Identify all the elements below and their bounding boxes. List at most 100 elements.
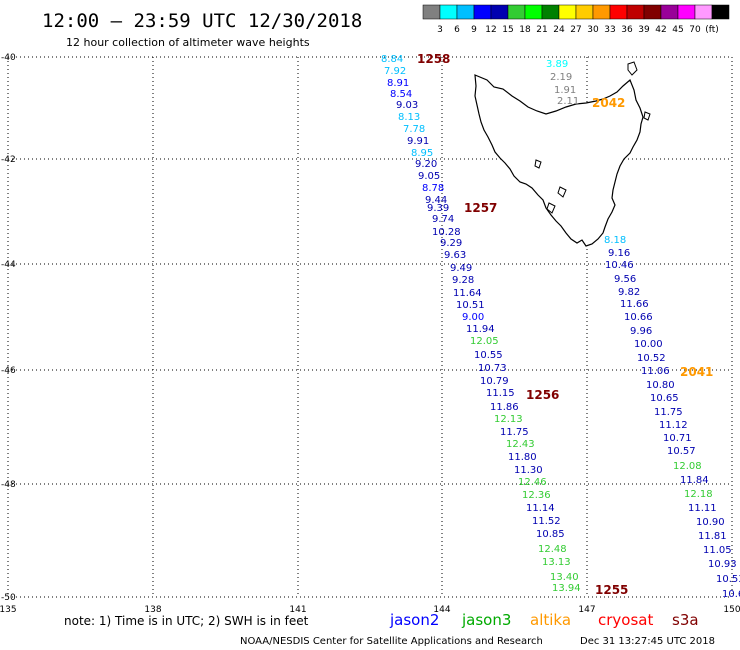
- swh-value: 8.18: [604, 235, 626, 246]
- swh-value: 7.92: [384, 66, 406, 77]
- swh-value: 2.19: [550, 72, 572, 83]
- swh-value: 9.03: [396, 100, 418, 111]
- lat-tick-label: -50: [1, 593, 16, 603]
- swh-value: 9.16: [608, 248, 630, 259]
- swh-value: 9.56: [614, 274, 636, 285]
- lat-tick-label: -46: [1, 366, 16, 376]
- swh-value: 9.39: [427, 203, 449, 214]
- colorbar-label: 24: [553, 25, 565, 35]
- colorbar-swatch: [677, 4, 696, 20]
- swh-value: 12.48: [538, 544, 567, 555]
- colorbar-swatch: [524, 4, 543, 20]
- satellite-legend-entry: jason2: [389, 611, 439, 629]
- map-title: 12:00 – 23:59 UTC 12/30/2018: [42, 10, 362, 32]
- swh-value: 10.53: [716, 574, 740, 585]
- swh-value: 9.49: [450, 263, 472, 274]
- swh-value: 13.40: [550, 572, 579, 583]
- swh-value: 11.75: [654, 407, 683, 418]
- pass-id-label: 1255: [595, 583, 628, 597]
- lon-tick-label: 144: [433, 605, 450, 615]
- colorbar-label: 36: [621, 25, 633, 35]
- colorbar-swatch: [592, 4, 611, 20]
- swh-value: 3.89: [546, 59, 568, 70]
- units-note: note: 1) Time is in UTC; 2) SWH is in fe…: [64, 614, 309, 628]
- swh-value: 10.6: [722, 589, 740, 600]
- colorbar-label: 21: [536, 25, 547, 35]
- swh-value: 9.29: [440, 238, 462, 249]
- wave-height-observations: 8.847.928.918.549.038.137.789.918.959.20…: [381, 54, 740, 600]
- colorbar-swatch: [473, 4, 492, 20]
- swh-value: 11.06: [641, 366, 670, 377]
- swh-value: 11.75: [500, 427, 529, 438]
- swh-value: 1.91: [554, 85, 576, 96]
- colorbar-swatch: [660, 4, 679, 20]
- swh-value: 10.79: [480, 376, 509, 387]
- satellite-legend-entry: cryosat: [598, 611, 653, 629]
- colorbar-swatch: [439, 4, 458, 20]
- swh-value: 11.94: [466, 324, 495, 335]
- swh-value: 9.74: [432, 214, 454, 225]
- colorbar-label: 33: [604, 25, 615, 35]
- pass-id-label: 1257: [464, 201, 497, 215]
- swh-value: 9.44: [425, 195, 447, 206]
- colorbar-label: 9: [471, 25, 477, 35]
- swh-value: 10.46: [605, 260, 634, 271]
- lat-tick-label: -42: [1, 155, 16, 165]
- lat-tick-label: -48: [1, 480, 16, 490]
- swh-value: 12.43: [506, 439, 535, 450]
- swh-value: 10.57: [667, 446, 696, 457]
- swh-value: 11.52: [532, 516, 561, 527]
- pass-id-label: 2041: [680, 365, 713, 379]
- colorbar-swatch: [711, 4, 730, 20]
- colorbar-swatch: [626, 4, 645, 20]
- swh-value: 9.00: [462, 312, 484, 323]
- colorbar-label: 42: [655, 25, 666, 35]
- colorbar-swatch: [507, 4, 526, 20]
- swh-value: 9.28: [452, 275, 474, 286]
- colorbar-label: 15: [502, 25, 513, 35]
- swh-value: 9.96: [630, 326, 652, 337]
- lon-tick-label: 147: [578, 605, 595, 615]
- colorbar-label: (ft): [705, 25, 719, 35]
- swh-value: 11.05: [703, 545, 732, 556]
- colorbar-label: 45: [672, 25, 683, 35]
- lon-tick-label: 150: [723, 605, 740, 615]
- swh-value: 9.20: [415, 159, 437, 170]
- swh-value: 10.65: [650, 393, 679, 404]
- satellite-legend-entry: s3a: [672, 611, 699, 629]
- swh-value: 12.46: [518, 477, 547, 488]
- swh-value: 13.13: [542, 557, 571, 568]
- colorbar-swatch: [490, 4, 509, 20]
- swh-value: 11.80: [508, 452, 537, 463]
- swh-value: 10.80: [646, 380, 675, 391]
- pass-id-label: 1256: [526, 388, 559, 402]
- swh-value: 12.05: [470, 336, 499, 347]
- colorbar-swatch: [643, 4, 662, 20]
- satellite-legend: jason2 jason3 altika cryosat s3a: [389, 611, 699, 629]
- lat-lon-grid: 135 138 141 144 147 150 -40 -42 -44 -46 -48 -50: [0, 53, 740, 615]
- satellite-legend-entry: altika: [530, 611, 571, 629]
- swh-value: 11.15: [486, 388, 515, 399]
- colorbar-label: 27: [570, 25, 581, 35]
- swh-value: 10.85: [536, 529, 565, 540]
- swh-value: 8.78: [422, 183, 444, 194]
- swh-value: 12.13: [494, 414, 523, 425]
- tasmania-coastline: [474, 74, 644, 247]
- swh-value: 13.94: [552, 583, 581, 594]
- swh-value: 9.63: [444, 250, 466, 261]
- lat-tick-label: -40: [1, 53, 16, 63]
- colorbar-label: 18: [519, 25, 531, 35]
- swh-value: 11.14: [526, 503, 555, 514]
- colorbar-swatch: [558, 4, 577, 20]
- swh-value: 11.84: [680, 475, 709, 486]
- swh-value: 11.30: [514, 465, 543, 476]
- lon-tick-label: 141: [289, 605, 306, 615]
- swh-value: 11.81: [698, 531, 727, 542]
- swh-value: 10.52: [637, 353, 666, 364]
- colorbar-swatch: [609, 4, 628, 20]
- swh-value: 12.18: [684, 489, 713, 500]
- satellite-legend-entry: jason3: [461, 611, 511, 629]
- colorbar-label: 70: [689, 25, 701, 35]
- color-scale-legend: 3 6 9 12 15 18 21 24 27 30 33 36 39 42 45 70 (ft): [422, 4, 730, 35]
- swh-value: 10.73: [478, 363, 507, 374]
